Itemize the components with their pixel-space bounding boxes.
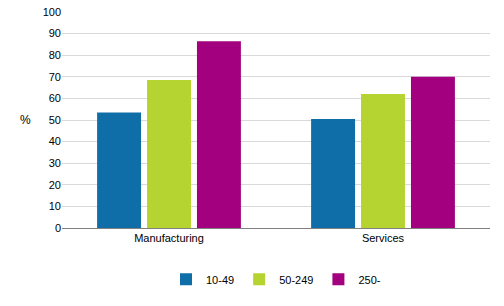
svg-text:Manufacturing: Manufacturing — [134, 232, 204, 244]
svg-text:50-249: 50-249 — [279, 274, 313, 286]
svg-text:30: 30 — [49, 157, 61, 169]
svg-text:20: 20 — [49, 179, 61, 191]
svg-text:40: 40 — [49, 135, 61, 147]
svg-text:10-49: 10-49 — [206, 274, 234, 286]
svg-text:70: 70 — [49, 71, 61, 83]
svg-text:%: % — [20, 113, 31, 127]
svg-text:250-: 250- — [358, 274, 380, 286]
svg-text:90: 90 — [49, 27, 61, 39]
svg-text:0: 0 — [55, 222, 61, 234]
svg-text:100: 100 — [43, 6, 61, 18]
svg-text:60: 60 — [49, 92, 61, 104]
svg-text:80: 80 — [49, 49, 61, 61]
svg-text:10: 10 — [49, 200, 61, 212]
svg-text:Services: Services — [362, 232, 405, 244]
svg-text:50: 50 — [49, 114, 61, 126]
